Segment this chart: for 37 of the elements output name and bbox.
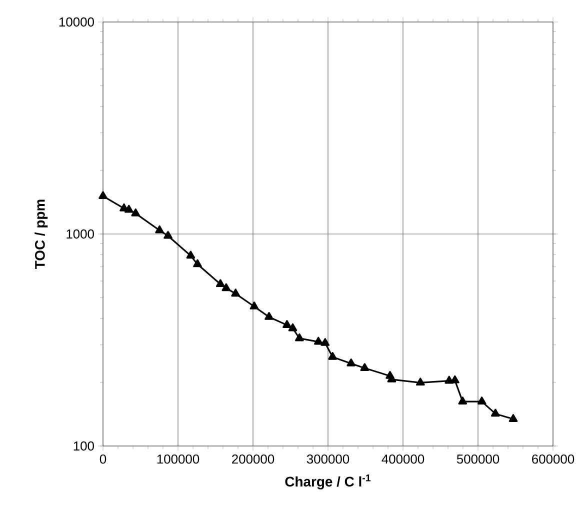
x-tick-label: 500000 bbox=[456, 454, 500, 464]
point bbox=[314, 336, 323, 345]
y-tick-label: 100 bbox=[74, 441, 94, 451]
point bbox=[164, 230, 172, 239]
point bbox=[490, 408, 500, 417]
point bbox=[477, 396, 486, 404]
point bbox=[231, 288, 240, 297]
point bbox=[346, 358, 356, 366]
point bbox=[416, 378, 425, 386]
point bbox=[222, 283, 231, 292]
point bbox=[360, 363, 370, 372]
point bbox=[124, 204, 134, 213]
x-tick-label: 400000 bbox=[382, 454, 424, 464]
y-tick-label: 10000 bbox=[59, 17, 94, 27]
x-tick-label: 200000 bbox=[232, 454, 274, 464]
point bbox=[193, 259, 202, 268]
point bbox=[250, 302, 259, 310]
point bbox=[328, 352, 337, 360]
point bbox=[282, 320, 292, 328]
point bbox=[186, 250, 196, 259]
point bbox=[288, 323, 298, 332]
y-tick-label: 1000 bbox=[66, 229, 94, 239]
x-tick-label: 300000 bbox=[306, 454, 350, 464]
point bbox=[131, 208, 140, 216]
point bbox=[264, 312, 274, 320]
point bbox=[216, 279, 225, 288]
point bbox=[458, 396, 468, 404]
point bbox=[98, 191, 108, 199]
point bbox=[508, 414, 518, 422]
y-axis-title: TOC / ppm bbox=[34, 200, 48, 269]
point bbox=[295, 333, 304, 342]
x-tick-label: 100000 bbox=[157, 454, 200, 464]
x-tick-label: 0 bbox=[100, 454, 106, 464]
x-axis-title: Charge / C l$^{-1}$ bbox=[285, 474, 371, 490]
point bbox=[155, 225, 164, 234]
point bbox=[320, 338, 330, 346]
x-tick-label: 600000 bbox=[532, 454, 574, 464]
